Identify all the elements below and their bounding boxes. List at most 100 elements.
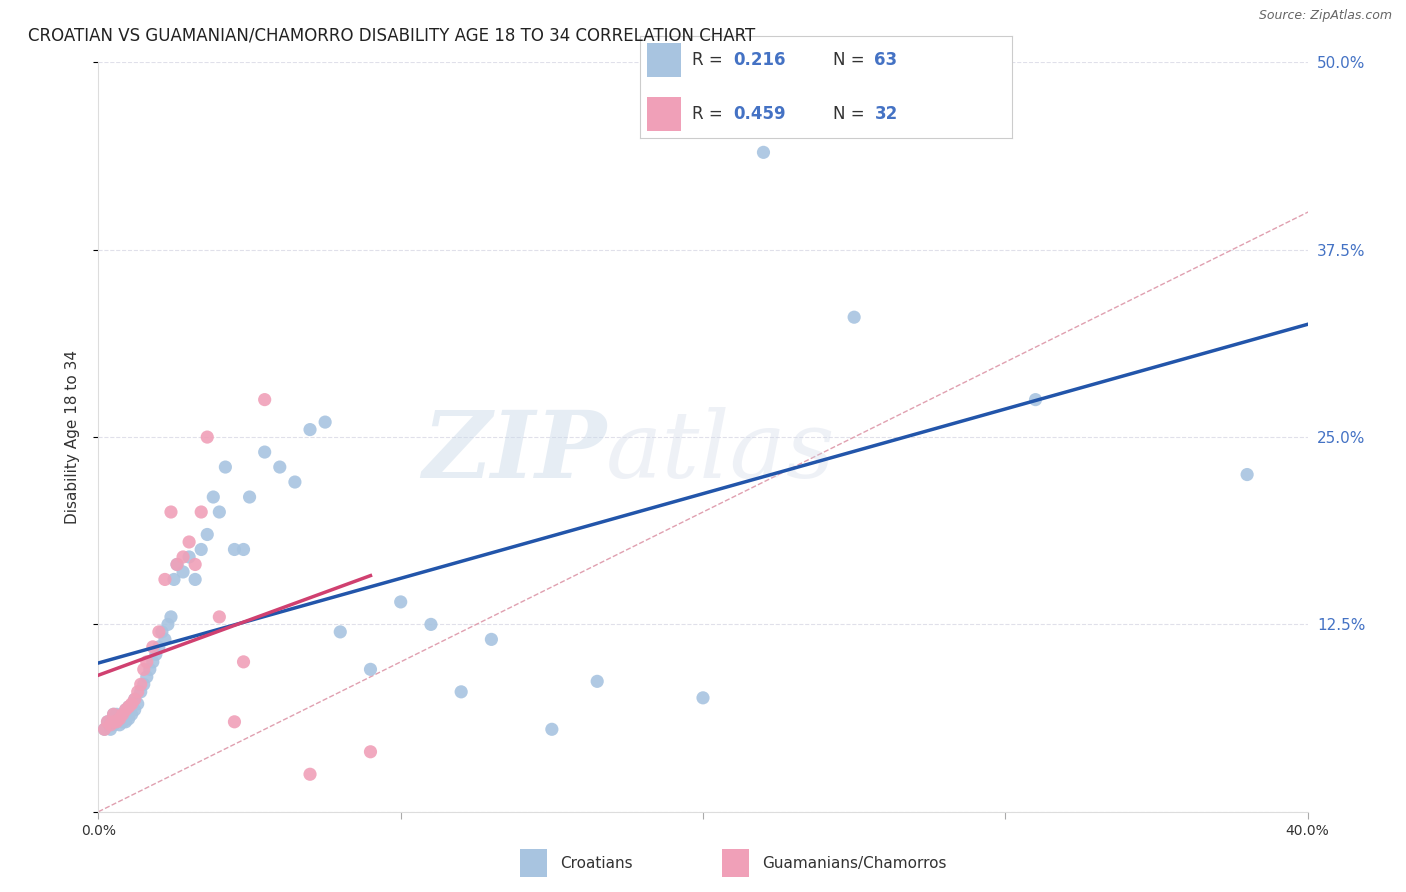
Point: [129, 677, 152, 691]
Point: [389, 595, 412, 609]
Point: [752, 145, 775, 160]
Point: [108, 718, 131, 732]
Point: [124, 703, 146, 717]
Text: 63: 63: [875, 52, 897, 70]
Y-axis label: Disability Age 18 to 34: Disability Age 18 to 34: [65, 350, 80, 524]
Point: [166, 558, 188, 572]
Point: [586, 674, 609, 689]
Point: [329, 624, 352, 639]
Text: 0.459: 0.459: [733, 104, 786, 122]
Text: CROATIAN VS GUAMANIAN/CHAMORRO DISABILITY AGE 18 TO 34 CORRELATION CHART: CROATIAN VS GUAMANIAN/CHAMORRO DISABILIT…: [28, 27, 755, 45]
Point: [179, 535, 201, 549]
Text: 0.216: 0.216: [733, 52, 786, 70]
Point: [232, 655, 254, 669]
Point: [121, 707, 143, 722]
Point: [105, 714, 128, 729]
Point: [96, 714, 118, 729]
Point: [93, 723, 115, 737]
Text: ZIP: ZIP: [422, 407, 606, 497]
Point: [142, 655, 165, 669]
Point: [156, 617, 179, 632]
Point: [360, 745, 382, 759]
Text: Croatians: Croatians: [560, 855, 633, 871]
Point: [299, 767, 322, 781]
Point: [93, 723, 115, 737]
Point: [284, 475, 307, 489]
Point: [111, 707, 134, 722]
Point: [118, 712, 141, 726]
Point: [127, 697, 149, 711]
Point: [105, 714, 128, 729]
Point: [142, 640, 165, 654]
Point: [172, 565, 194, 579]
Point: [190, 542, 212, 557]
FancyBboxPatch shape: [723, 849, 749, 877]
Point: [253, 445, 276, 459]
Point: [127, 685, 149, 699]
Point: [202, 490, 225, 504]
Point: [139, 662, 162, 676]
Point: [195, 527, 218, 541]
Point: [184, 573, 207, 587]
Point: [450, 685, 472, 699]
Text: Guamanians/Chamorros: Guamanians/Chamorros: [762, 855, 948, 871]
Point: [121, 697, 143, 711]
Point: [232, 542, 254, 557]
Point: [239, 490, 262, 504]
Point: [153, 632, 176, 647]
Point: [132, 677, 155, 691]
Point: [190, 505, 212, 519]
Point: [103, 714, 125, 729]
Point: [100, 718, 122, 732]
Point: [100, 723, 122, 737]
FancyBboxPatch shape: [647, 44, 681, 77]
Text: N =: N =: [834, 104, 870, 122]
Point: [114, 714, 136, 729]
Point: [1236, 467, 1258, 482]
Point: [179, 549, 201, 564]
Text: atlas: atlas: [606, 407, 835, 497]
Point: [172, 549, 194, 564]
FancyBboxPatch shape: [647, 97, 681, 130]
Point: [103, 712, 125, 726]
Point: [105, 707, 128, 722]
Point: [1024, 392, 1046, 407]
Point: [118, 699, 141, 714]
Point: [163, 573, 186, 587]
Point: [111, 714, 134, 729]
Point: [103, 718, 125, 732]
Point: [224, 542, 246, 557]
Point: [129, 685, 152, 699]
Point: [692, 690, 714, 705]
Text: 32: 32: [875, 104, 897, 122]
Point: [114, 703, 136, 717]
Text: Source: ZipAtlas.com: Source: ZipAtlas.com: [1258, 9, 1392, 22]
Text: N =: N =: [834, 52, 870, 70]
Point: [299, 423, 322, 437]
Point: [100, 714, 122, 729]
Point: [160, 505, 183, 519]
FancyBboxPatch shape: [520, 849, 547, 877]
Point: [103, 707, 125, 722]
Point: [184, 558, 207, 572]
Point: [208, 610, 231, 624]
Point: [214, 460, 236, 475]
Point: [145, 648, 167, 662]
Point: [135, 670, 157, 684]
Point: [132, 662, 155, 676]
Point: [118, 699, 141, 714]
Point: [96, 714, 118, 729]
Point: [135, 655, 157, 669]
Point: [253, 392, 276, 407]
Point: [166, 558, 188, 572]
Point: [224, 714, 246, 729]
Point: [314, 415, 336, 429]
Point: [108, 712, 131, 726]
Point: [103, 707, 125, 722]
Text: R =: R =: [692, 52, 728, 70]
Point: [160, 610, 183, 624]
Point: [420, 617, 443, 632]
Point: [844, 310, 866, 325]
Point: [148, 640, 170, 654]
Point: [124, 692, 146, 706]
